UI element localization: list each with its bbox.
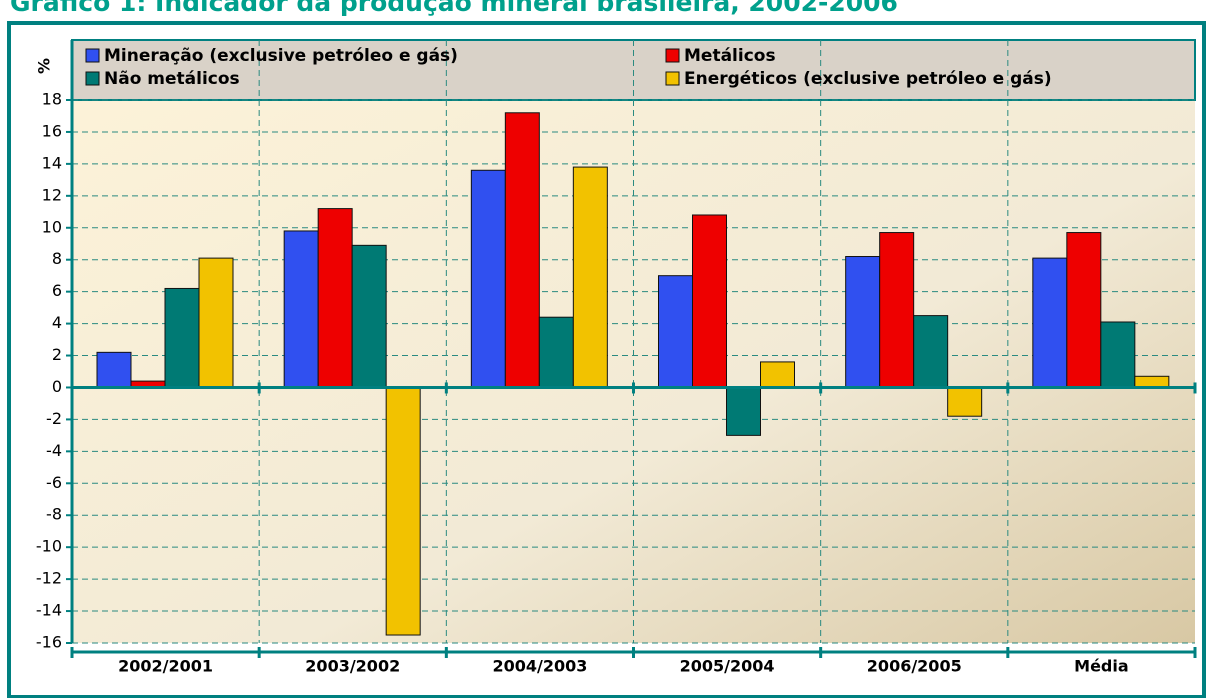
bar	[947, 386, 983, 417]
x-tick-label: 2002/2001	[118, 657, 213, 676]
bar	[879, 232, 915, 388]
y-tick-label: -6	[46, 473, 62, 492]
legend-label: Metálicos	[684, 46, 776, 66]
y-tick-label: 4	[52, 313, 62, 332]
legend-label: Energéticos (exclusive petróleo e gás)	[684, 69, 1052, 89]
y-tick-label: -8	[46, 505, 62, 524]
y-tick-label: 0	[52, 377, 62, 396]
y-tick-label: 14	[42, 153, 62, 172]
x-tick-label: 2005/2004	[680, 657, 775, 676]
y-tick-label: -12	[36, 569, 62, 588]
bar	[96, 351, 132, 388]
bar	[692, 214, 727, 388]
x-tick-label: 2006/2005	[867, 657, 962, 676]
bar	[283, 230, 319, 388]
y-axis-label: %	[35, 58, 54, 74]
x-tick-label: 2003/2002	[305, 657, 400, 676]
y-tick-label: 2	[52, 345, 62, 364]
bar	[504, 112, 540, 388]
x-tick-label: Média	[1074, 657, 1129, 676]
bar	[470, 169, 506, 388]
legend-label: Não metálicos	[104, 69, 240, 89]
bar	[760, 361, 795, 388]
bar	[658, 275, 693, 388]
y-tick-label: -16	[36, 633, 62, 652]
legend-swatch	[665, 48, 680, 63]
bar	[1032, 257, 1068, 388]
y-tick-label: -2	[46, 409, 62, 428]
bar	[1134, 375, 1170, 388]
y-tick-label: -10	[36, 537, 62, 556]
legend-swatch	[85, 71, 100, 86]
bar	[1100, 321, 1136, 388]
bar	[317, 208, 353, 388]
bar	[385, 386, 421, 636]
bar	[913, 315, 949, 388]
bar	[845, 256, 881, 388]
bar	[198, 257, 234, 388]
y-tick-label: 12	[42, 185, 62, 204]
y-tick-label: -14	[36, 601, 62, 620]
y-tick-label: 16	[42, 121, 62, 140]
bar	[351, 244, 387, 388]
y-tick-label: 8	[52, 249, 62, 268]
bar	[538, 316, 574, 388]
bar	[1066, 232, 1102, 388]
y-tick-label: 6	[52, 281, 62, 300]
bar	[164, 287, 200, 388]
legend-swatch	[665, 71, 680, 86]
y-tick-label: -4	[46, 441, 62, 460]
y-tick-label: 18	[42, 90, 62, 109]
legend-swatch	[85, 48, 100, 63]
x-tick-label: 2004/2003	[492, 657, 587, 676]
bar	[726, 386, 761, 436]
y-tick-label: 10	[42, 217, 62, 236]
chart-title: Gráfico 1: Indicador da produção mineral…	[10, 0, 898, 17]
bar	[572, 166, 608, 388]
legend-label: Mineração (exclusive petróleo e gás)	[104, 46, 458, 66]
